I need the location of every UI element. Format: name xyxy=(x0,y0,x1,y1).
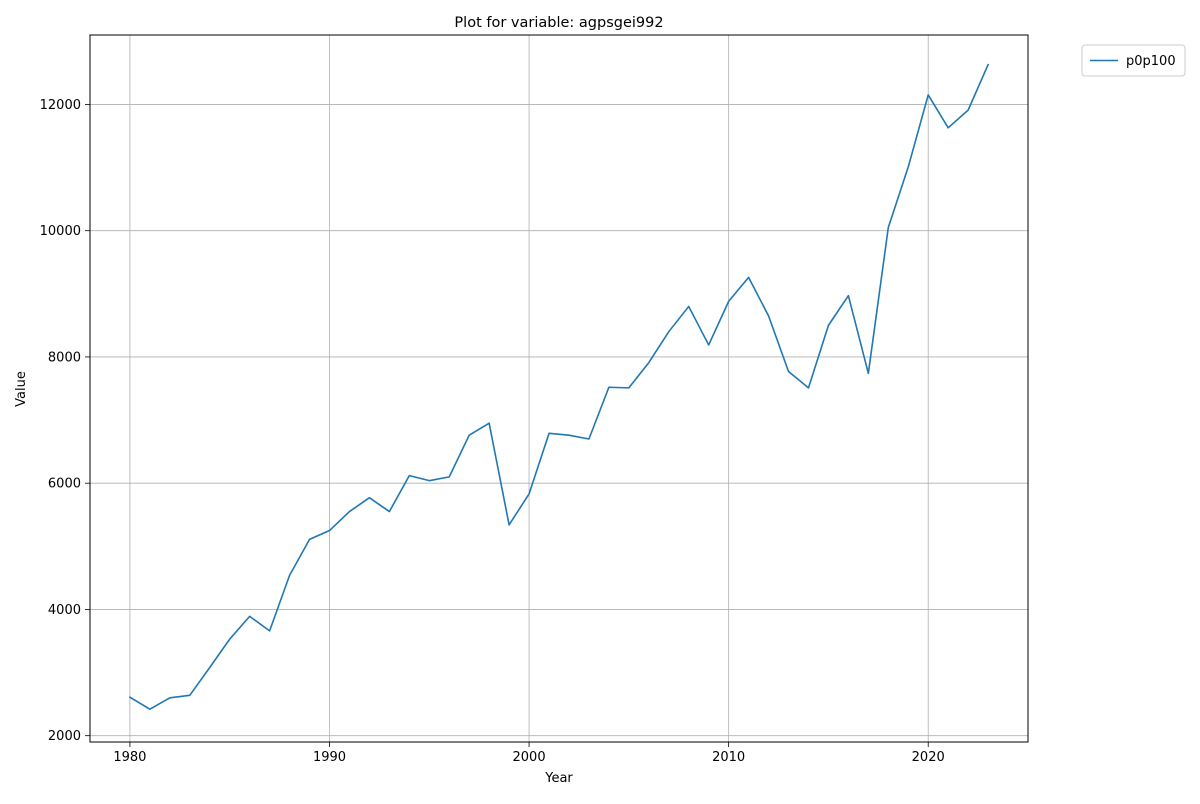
x-tick-label-1990: 1990 xyxy=(313,750,346,765)
legend: p0p100 xyxy=(1081,44,1186,77)
axis-ticks: 1980 1990 2000 2010 2020 2000 4000 6000 8000 1000… xyxy=(40,98,945,765)
y-tick-label-2000: 2000 xyxy=(48,729,81,744)
y-axis-label: Value xyxy=(14,371,29,407)
x-axis-label: Year xyxy=(544,771,573,786)
x-tick-label-2000: 2000 xyxy=(513,750,546,765)
y-tick-label-8000: 8000 xyxy=(48,350,81,365)
y-tick-label-10000: 10000 xyxy=(40,224,81,239)
y-tick-label-12000: 12000 xyxy=(40,98,81,113)
x-tick-label-2020: 2020 xyxy=(912,750,945,765)
chart-title: Plot for variable: agpsgei992 xyxy=(454,15,663,31)
grid-lines xyxy=(90,35,1028,742)
series-line-p0p100 xyxy=(128,63,990,710)
legend-label-p0p100: p0p100 xyxy=(1126,54,1176,69)
x-tick-label-1980: 1980 xyxy=(113,750,146,765)
series-layer xyxy=(128,63,990,710)
y-tick-label-6000: 6000 xyxy=(48,477,81,492)
plot-area-frame xyxy=(89,34,1029,743)
legend-frame xyxy=(1081,44,1186,77)
x-tick-label-2010: 2010 xyxy=(712,750,745,765)
y-tick-label-4000: 4000 xyxy=(48,603,81,618)
